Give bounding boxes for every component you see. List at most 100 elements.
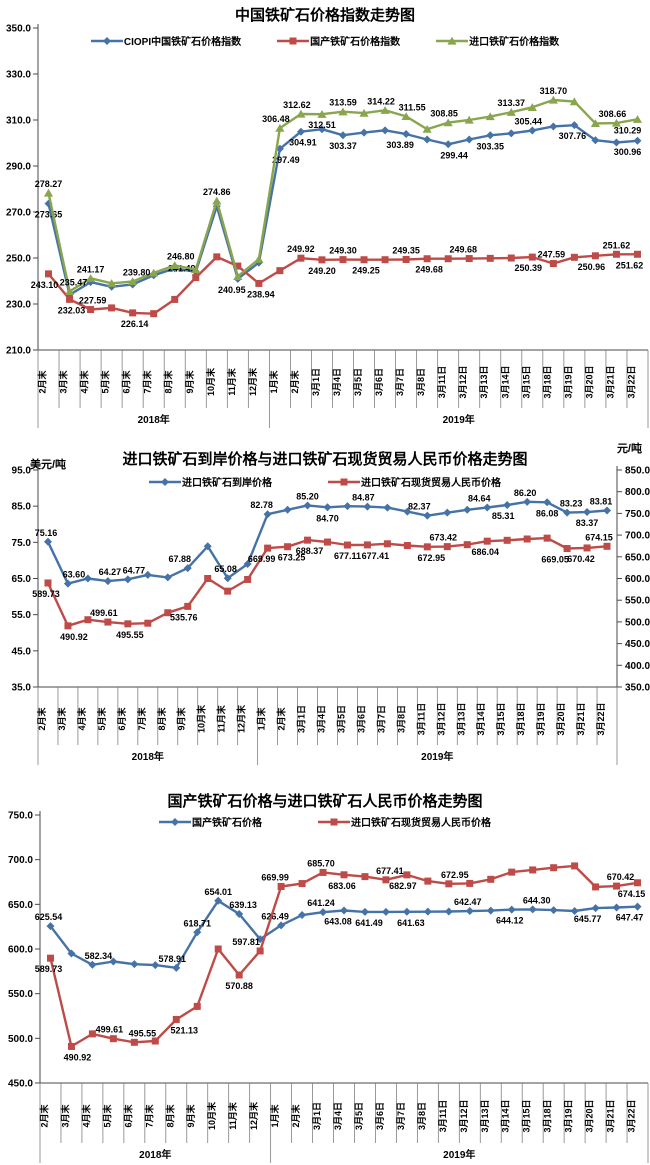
data-point-marker (603, 542, 611, 550)
data-point-marker (445, 880, 453, 888)
data-point-marker (507, 254, 515, 262)
data-point-marker (184, 602, 192, 610)
data-point-marker (277, 882, 285, 890)
y-axis-right-tick-label: 600.0 (625, 574, 650, 585)
square-legend-marker-icon (318, 818, 350, 825)
category-label: 3月末 (58, 370, 69, 394)
triangle-legend-marker-icon (436, 36, 469, 45)
data-label: 654.01 (204, 887, 232, 897)
data-point-marker (543, 498, 552, 507)
y-axis-tick-label: 290.0 (6, 162, 31, 173)
data-label: 84.70 (316, 513, 339, 523)
data-point-marker (360, 128, 369, 137)
data-point-marker (465, 135, 474, 144)
data-point-marker (569, 97, 579, 106)
data-point-marker (463, 505, 472, 514)
data-point-marker (88, 1030, 96, 1038)
data-point-marker (402, 255, 410, 263)
data-label: 246.80 (167, 251, 195, 261)
y-axis-right-tick-label: 500.0 (625, 617, 650, 628)
data-label: 85.20 (296, 491, 319, 501)
data-label: 63.60 (63, 570, 86, 580)
data-label: 589.73 (32, 589, 60, 599)
data-label: 669.99 (261, 872, 289, 882)
data-label: 249.92 (287, 244, 315, 254)
data-point-marker (359, 108, 369, 117)
data-point-marker (318, 256, 326, 264)
data-point-marker (64, 287, 75, 296)
data-label: 303.35 (476, 141, 504, 151)
category-label: 10月末 (206, 1101, 217, 1130)
data-point-marker (402, 907, 411, 916)
data-label: 674.15 (618, 889, 646, 899)
data-point-marker (423, 543, 431, 551)
category-label: 6月末 (122, 1104, 133, 1128)
category-label: 3月12日 (458, 365, 468, 398)
data-point-marker (444, 140, 453, 149)
data-point-marker (264, 544, 272, 552)
category-label: 3月1日 (297, 705, 307, 733)
data-point-marker (592, 883, 600, 891)
y-axis-tick-label: 700.0 (8, 855, 33, 866)
y-axis-tick-label: 450.0 (8, 1079, 33, 1090)
data-label: 686.04 (471, 547, 499, 557)
data-point-marker (571, 862, 579, 870)
category-label: 3月21日 (576, 702, 586, 735)
y-axis-tick-label: 75.0 (12, 538, 32, 549)
year-group-label: 2019年 (421, 750, 453, 763)
y-axis-tick-label: 230.0 (6, 300, 31, 311)
category-label: 3月6日 (356, 705, 366, 733)
data-point-marker (123, 575, 132, 584)
data-label: 239.80 (123, 267, 151, 277)
data-point-marker (150, 310, 158, 318)
data-label: 682.97 (389, 881, 417, 891)
data-point-marker (339, 131, 347, 140)
category-label: 5月末 (100, 370, 111, 394)
data-label: 75.16 (35, 528, 58, 538)
data-point-marker (67, 949, 76, 958)
data-point-marker (549, 260, 557, 268)
data-point-marker (423, 907, 432, 916)
data-point-marker (296, 127, 305, 136)
data-point-marker (88, 960, 97, 969)
category-label: 3月18日 (516, 702, 526, 735)
data-point-marker (298, 911, 307, 920)
data-point-marker (465, 907, 474, 916)
data-label: 247.59 (538, 250, 566, 260)
data-label: 313.59 (329, 98, 357, 108)
data-point-marker (486, 254, 494, 262)
data-label: 274.86 (203, 187, 231, 197)
data-label: 249.68 (449, 245, 477, 255)
data-point-marker (632, 115, 643, 123)
category-label: 4月末 (80, 1104, 91, 1128)
category-label: 3月1日 (311, 368, 321, 396)
data-point-marker (263, 510, 272, 519)
data-label: 318.70 (540, 86, 568, 96)
data-point-marker (256, 947, 264, 955)
data-point-marker (183, 564, 192, 573)
data-point-marker (67, 1042, 75, 1050)
category-label: 3月18日 (542, 365, 552, 398)
data-point-marker (319, 908, 328, 917)
series-line (49, 864, 638, 1048)
data-point-marker (591, 252, 599, 260)
data-label: 669.05 (541, 555, 569, 565)
data-point-marker (487, 875, 495, 883)
data-label: 626.49 (261, 911, 289, 921)
data-label: 310.29 (614, 125, 642, 135)
data-point-marker (46, 954, 54, 962)
legend-label: CIOPI中国铁矿石价格指数 (123, 37, 242, 48)
category-label: 3月14日 (501, 1099, 511, 1132)
data-point-marker (466, 879, 474, 887)
data-point-marker (214, 896, 223, 905)
data-point-marker (633, 902, 642, 911)
data-point-marker (503, 536, 511, 544)
data-point-marker (192, 274, 200, 282)
data-point-marker (527, 103, 537, 111)
category-label: 3月12日 (436, 702, 446, 735)
data-point-marker (338, 107, 348, 116)
data-label: 639.13 (229, 900, 257, 910)
data-label: 311.55 (399, 102, 426, 112)
data-point-marker (254, 254, 264, 263)
data-point-marker (64, 622, 72, 630)
